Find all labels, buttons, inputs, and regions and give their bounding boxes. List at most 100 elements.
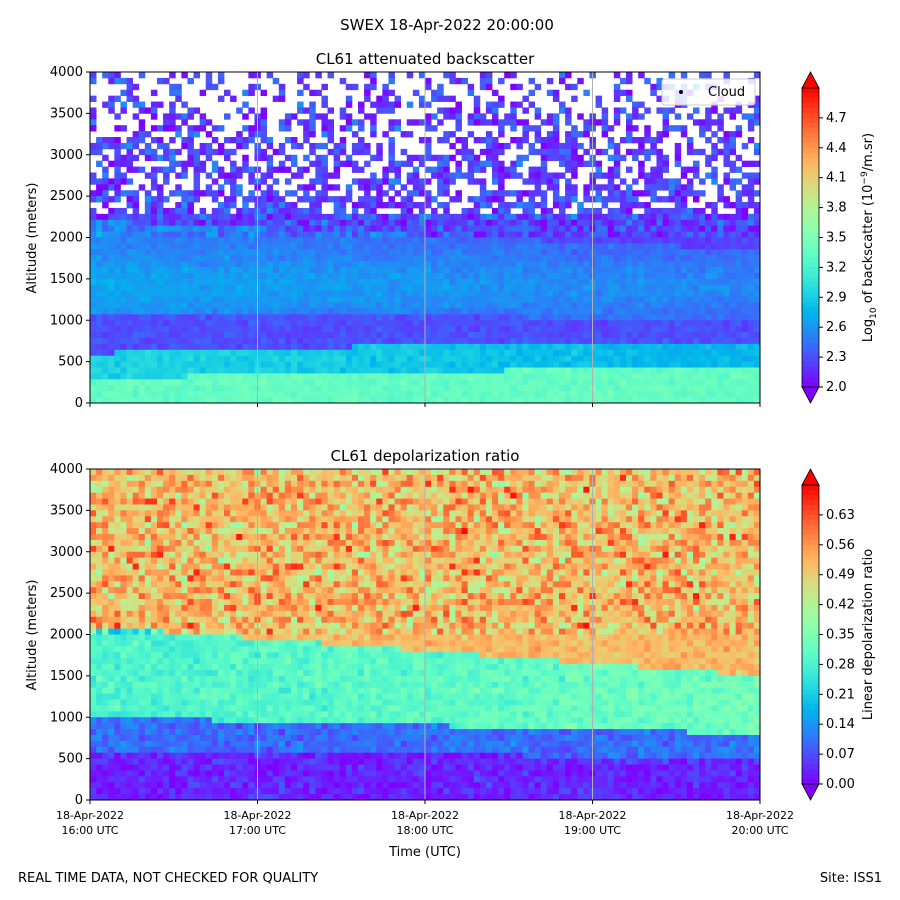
heatmap-cell — [431, 284, 438, 292]
heatmap-cell — [102, 349, 109, 357]
heatmap-cell — [175, 219, 182, 227]
colorbar-segment — [802, 317, 819, 323]
heatmap-cell — [571, 349, 578, 357]
heatmap-cell — [467, 296, 475, 303]
heatmap-cell — [516, 225, 523, 232]
heatmap-cell — [284, 219, 292, 227]
heatmap-cell — [449, 72, 456, 79]
heatmap-cell — [498, 219, 505, 227]
heatmap-cell — [668, 326, 676, 333]
heatmap-cell — [619, 243, 627, 250]
heatmap-cell — [546, 308, 554, 315]
heatmap-cell — [345, 213, 353, 221]
heatmap-cell — [242, 373, 249, 380]
heatmap-cell — [571, 337, 578, 345]
heatmap-cell — [266, 272, 274, 280]
heatmap-cell — [741, 261, 749, 268]
heatmap-cell — [175, 343, 182, 351]
heatmap-cell — [741, 172, 749, 179]
heatmap-cell — [266, 237, 274, 244]
heatmap-cell — [315, 225, 322, 232]
heatmap-cell — [577, 349, 584, 357]
heatmap-cell — [418, 243, 426, 250]
heatmap-cell — [753, 302, 761, 309]
heatmap-cell — [339, 272, 347, 280]
heatmap-cell — [717, 314, 724, 321]
heatmap-cell — [510, 278, 517, 286]
heatmap-cell — [132, 154, 140, 162]
heatmap-cell — [181, 343, 188, 351]
heatmap-cell — [619, 255, 627, 262]
heatmap-cell — [406, 391, 414, 398]
heatmap-cell — [236, 131, 243, 138]
heatmap-cell — [443, 231, 450, 238]
heatmap-cell — [619, 272, 627, 280]
heatmap-cell — [674, 308, 682, 315]
heatmap-cell — [741, 284, 749, 292]
heatmap-cell — [321, 284, 328, 292]
heatmap-cell — [638, 267, 645, 274]
heatmap-cell — [431, 385, 438, 392]
heatmap-cell — [473, 243, 481, 250]
heatmap-cell — [492, 308, 499, 315]
heatmap-cell — [461, 137, 469, 144]
heatmap-cell — [747, 184, 755, 191]
heatmap-cell — [382, 89, 389, 97]
heatmap-cell — [333, 219, 341, 227]
heatmap-cell — [278, 355, 286, 363]
heatmap-cell — [516, 261, 523, 268]
heatmap-cell — [388, 367, 395, 374]
heatmap-cell — [169, 373, 176, 380]
heatmap-cell — [607, 213, 615, 221]
heatmap-cell — [516, 373, 523, 380]
heatmap-cell — [175, 296, 182, 303]
heatmap-cell — [327, 131, 335, 138]
heatmap-cell — [467, 219, 475, 227]
heatmap-cell — [723, 137, 730, 144]
heatmap-cell — [680, 72, 688, 79]
heatmap-cell — [132, 278, 140, 286]
heatmap-cell — [230, 249, 237, 256]
heatmap-cell — [211, 190, 219, 197]
heatmap-cell — [425, 77, 432, 85]
heatmap-cell — [406, 213, 414, 221]
heatmap-cell — [656, 385, 663, 392]
heatmap-cell — [205, 355, 213, 363]
heatmap-cell — [358, 243, 365, 250]
heatmap-cell — [443, 302, 450, 309]
heatmap-cell — [437, 337, 444, 345]
heatmap-cell — [431, 391, 438, 398]
heatmap-cell — [717, 213, 724, 221]
heatmap-cell — [595, 243, 603, 250]
heatmap-cell — [102, 261, 109, 268]
heatmap-cell — [552, 278, 560, 286]
heatmap-cell — [400, 131, 408, 138]
heatmap-cell — [473, 225, 481, 232]
heatmap-cell — [388, 308, 395, 315]
heatmap-cell — [559, 77, 566, 85]
heatmap-cell — [571, 343, 578, 351]
heatmap-cell — [150, 278, 158, 286]
heatmap-cell — [662, 278, 670, 286]
heatmap-cell — [693, 314, 700, 321]
heatmap-cell — [711, 326, 718, 333]
heatmap-cell — [638, 142, 645, 150]
heatmap-cell — [406, 337, 414, 345]
heatmap-cell — [577, 207, 584, 215]
heatmap-cell — [321, 397, 328, 404]
heatmap-cell — [686, 302, 694, 309]
heatmap-cell — [492, 278, 499, 286]
heatmap-cell — [169, 296, 176, 303]
heatmap-cell — [650, 379, 657, 386]
heatmap-cell — [723, 326, 730, 333]
heatmap-cell — [437, 190, 444, 197]
heatmap-cell — [626, 385, 633, 392]
heatmap-cell — [540, 255, 548, 262]
colorbar-segment — [802, 377, 819, 383]
heatmap-cell — [163, 314, 170, 321]
heatmap-cell — [546, 249, 554, 256]
heatmap-cell — [449, 355, 456, 363]
heatmap-cell — [747, 385, 755, 392]
heatmap-cell — [583, 125, 590, 132]
heatmap-cell — [388, 290, 395, 298]
